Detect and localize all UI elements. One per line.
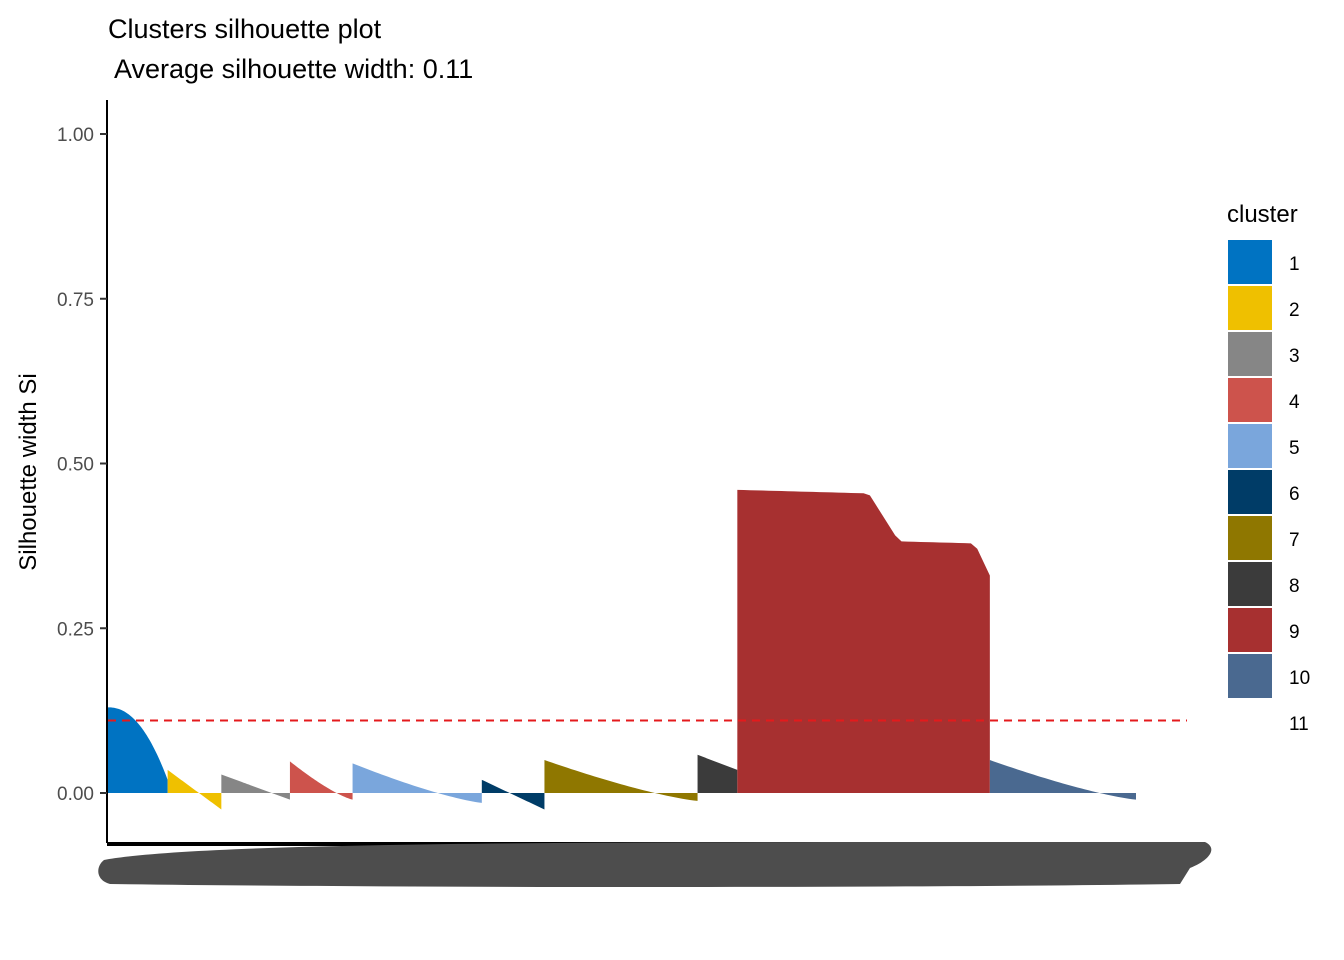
- legend-label-9: 9: [1289, 622, 1300, 643]
- legend-label-1: 1: [1289, 254, 1300, 275]
- legend-label-7: 7: [1289, 530, 1300, 551]
- legend-key-6: [1228, 470, 1272, 514]
- legend-key-2: [1228, 286, 1272, 330]
- x-tick-labels-overlap: [98, 842, 1212, 887]
- legend-label-2: 2: [1289, 300, 1300, 321]
- x-axis-ticks: [98, 842, 1212, 887]
- legend-key-10: [1228, 654, 1272, 698]
- y-tick-label: 0.00: [57, 784, 94, 805]
- cluster-5-bars: [352, 763, 482, 803]
- chart-subtitle: Average silhouette width: 0.11: [108, 54, 473, 84]
- legend-key-1: [1228, 240, 1272, 284]
- y-axis-ticks: 0.00 0.25 0.50 0.75 1.00: [57, 125, 107, 805]
- cluster-3-bars: [221, 774, 290, 800]
- legend-label-6: 6: [1289, 484, 1300, 505]
- legend-title: cluster: [1227, 201, 1298, 228]
- cluster-7-bars: [544, 760, 698, 801]
- legend-label-8: 8: [1289, 576, 1300, 597]
- legend-label-10: 10: [1289, 668, 1310, 689]
- cluster-10-bars: [989, 760, 1136, 800]
- legend-label-3: 3: [1289, 346, 1300, 367]
- cluster-9-bars: [737, 489, 990, 793]
- cluster-1-bars: [108, 707, 168, 793]
- legend-label-4: 4: [1289, 392, 1300, 413]
- y-tick-label: 0.50: [57, 455, 94, 476]
- y-tick-label: 0.75: [57, 290, 94, 311]
- y-tick-label: 0.25: [57, 619, 94, 640]
- cluster-4-bars: [289, 761, 353, 800]
- cluster-2-bars: [167, 769, 222, 810]
- silhouette-bars: [108, 489, 1136, 810]
- legend-key-9: [1228, 608, 1272, 652]
- y-axis-title: Silhouette width Si: [15, 373, 42, 570]
- legend-label-5: 5: [1289, 438, 1300, 459]
- legend-key-8: [1228, 562, 1272, 606]
- cluster-6-bars: [481, 779, 545, 810]
- y-tick-label: 1.00: [57, 125, 94, 146]
- legend-key-3: [1228, 332, 1272, 376]
- legend-key-5: [1228, 424, 1272, 468]
- legend-key-4: [1228, 378, 1272, 422]
- legend-key-11: [1228, 700, 1272, 744]
- cluster-8-bars: [697, 754, 738, 793]
- legend-label-11: 11: [1289, 714, 1309, 735]
- legend: cluster 1 2 3 4 5 6 7 8 9 10 11: [1227, 201, 1310, 744]
- chart-title: Clusters silhouette plot: [108, 14, 382, 44]
- legend-key-7: [1228, 516, 1272, 560]
